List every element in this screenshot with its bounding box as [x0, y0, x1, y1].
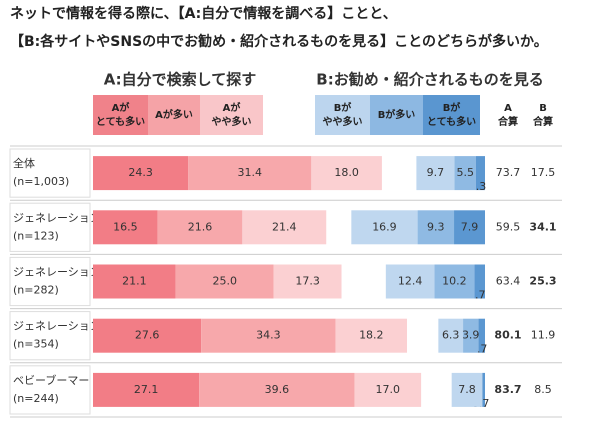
total-value: 63.4: [496, 275, 521, 288]
value-label: 17.3: [295, 275, 320, 288]
bar-segment: [478, 318, 485, 353]
total-value: 25.3: [529, 275, 556, 288]
value-label: 7.8: [458, 383, 476, 396]
sample-size: (n=282): [13, 284, 59, 297]
bar-segment: [463, 318, 479, 353]
legend-swatch: [315, 95, 370, 135]
bar-segment: [416, 156, 455, 191]
legend-label: Aがとても多い: [96, 101, 145, 128]
group-a-label: A:自分で検索して探す: [104, 71, 256, 89]
legend-swatch: [200, 95, 263, 135]
bar-segment: [93, 372, 200, 407]
total-header: B 合算: [532, 103, 553, 128]
value-label: 31.4: [238, 166, 263, 179]
category-label: ジェネレーションZ: [13, 211, 109, 224]
sample-size: (n=1,003): [13, 175, 69, 188]
bar-segment: [482, 372, 485, 407]
value-label: 3.9: [462, 329, 480, 342]
total-value: 59.5: [496, 220, 521, 233]
row-label-box: [9, 311, 91, 361]
row-label-box: [9, 365, 91, 415]
total-value: 8.5: [534, 383, 552, 396]
legend-label: Bがとても多い: [427, 101, 476, 128]
total-header: A 合算: [497, 103, 518, 128]
value-label: 18.0: [334, 166, 359, 179]
bar-segment: [454, 156, 476, 191]
bar-segment: [385, 264, 435, 299]
bar-segment: [335, 318, 407, 353]
bar-segment: [475, 156, 485, 191]
value-label: 7.9: [461, 220, 479, 233]
value-label: 6.3: [442, 329, 460, 342]
bar-segment: [93, 264, 176, 299]
title-line: ネットで情報を得る際に、【A:自分で情報を調べる】ことと、: [10, 5, 397, 22]
value-label: 27.6: [135, 329, 160, 342]
bar-segment: [93, 210, 158, 245]
value-label: 21.1: [122, 275, 147, 288]
sample-size: (n=244): [13, 392, 59, 405]
bar-segment: [454, 210, 485, 245]
bar-segment: [434, 264, 475, 299]
category-label: ジェネレーションX: [13, 320, 109, 333]
bar-segment: [199, 372, 355, 407]
sample-size: (n=123): [13, 229, 59, 242]
value-label: 34.3: [256, 329, 281, 342]
value-label: 12.4: [398, 275, 423, 288]
bar-segment: [93, 318, 202, 353]
value-label: 16.9: [372, 220, 397, 233]
bar-segment: [242, 210, 327, 245]
title-line: 【B:各サイトやSNSの中でお勧め・紹介されるものを見る】ことのどちらが多いか。: [10, 33, 548, 50]
bar-segment: [354, 372, 422, 407]
row-label-box: [9, 256, 91, 307]
value-label: 16.5: [113, 220, 138, 233]
row-label-box: [9, 202, 91, 252]
bar-segment: [351, 210, 418, 245]
bar-segment: [201, 318, 336, 353]
total-value: 80.1: [494, 329, 521, 342]
value-label: 25.0: [212, 275, 237, 288]
bar-segment: [93, 156, 189, 191]
bar-segment: [417, 210, 455, 245]
total-value: 73.7: [496, 166, 521, 179]
value-label: 18.2: [359, 329, 384, 342]
legend-label: Aがやや多い: [212, 101, 252, 128]
value-label: 24.3: [128, 166, 153, 179]
row-label-box: [9, 148, 91, 198]
sample-size: (n=354): [13, 338, 59, 351]
bar-segment: [175, 264, 274, 299]
value-label: 9.3: [427, 220, 445, 233]
value-label: 17.0: [376, 383, 401, 396]
legend-swatch: [148, 95, 200, 135]
legend-swatch: [370, 95, 423, 135]
total-value: 11.9: [531, 329, 556, 342]
total-value: 34.1: [529, 220, 556, 233]
bar-segment: [311, 156, 382, 191]
value-label: 10.2: [442, 275, 467, 288]
value-label: 21.6: [188, 220, 213, 233]
bar-segment: [438, 318, 464, 353]
category-label: ベビーブーマー: [13, 373, 89, 387]
bar-segment: [157, 210, 243, 245]
total-value: 17.5: [531, 166, 556, 179]
bar-segment: [273, 264, 342, 299]
bar-segment: [451, 372, 483, 407]
category-label: 全体: [13, 156, 35, 170]
group-b-label: B:お勧め・紹介されるものを見る: [316, 71, 543, 89]
value-label: 27.1: [134, 383, 159, 396]
legend-label: Bが多い: [378, 108, 416, 121]
legend-label: Aが多い: [155, 108, 193, 121]
total-value: 83.7: [494, 383, 521, 396]
legend-swatch: [93, 95, 148, 135]
bar-segment: [474, 264, 485, 299]
value-label: 39.6: [265, 383, 290, 396]
value-label: 5.5: [456, 166, 474, 179]
value-label: 21.4: [272, 220, 297, 233]
legend-swatch: [423, 95, 480, 135]
category-label: ジェネレーションY: [13, 266, 108, 279]
value-label: 9.7: [427, 166, 445, 179]
legend-label: Bがやや多い: [323, 101, 363, 128]
bar-segment: [188, 156, 312, 191]
